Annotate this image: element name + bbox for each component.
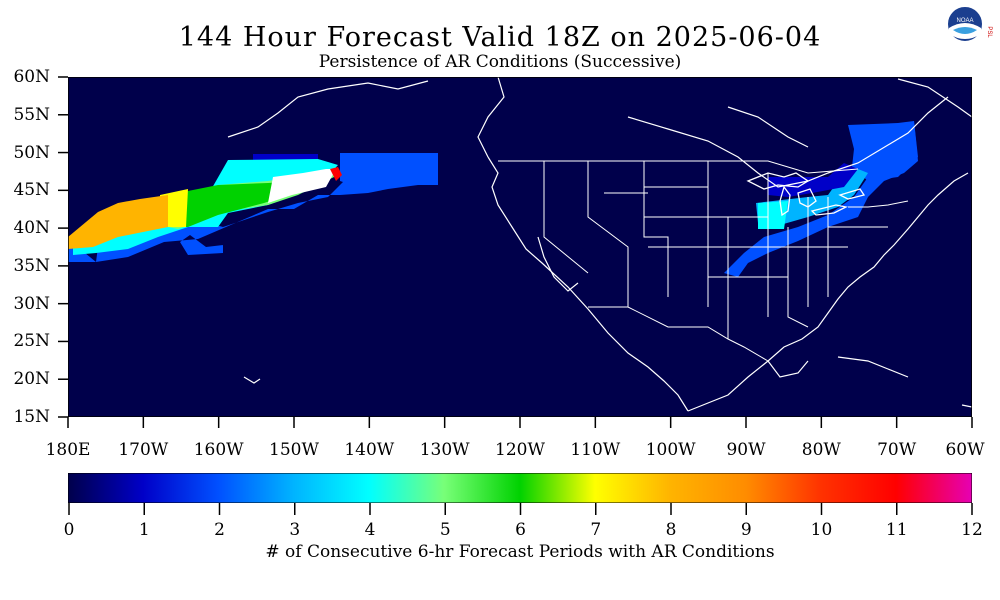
lon-label: 170W (118, 440, 169, 460)
colorbar-ticks (68, 503, 973, 515)
logo-text: NOAA (956, 18, 973, 24)
lon-label: 60W (945, 440, 985, 460)
lon-label: 150W (269, 440, 319, 460)
lon-label: 140W (344, 440, 395, 460)
colorbar-label: # of Consecutive 6-hr Forecast Periods w… (265, 542, 775, 562)
map-ticks (58, 76, 973, 428)
ar-persistence-map (68, 77, 972, 417)
lat-label: 20N (13, 369, 50, 390)
colorbar-tick-label: 6 (515, 520, 526, 540)
lon-label: 70W (877, 440, 917, 460)
ar-field-east (724, 121, 918, 277)
lat-label: 45N (13, 180, 50, 201)
lon-label: 80W (801, 440, 841, 460)
colorbar-tick-label: 4 (364, 520, 376, 540)
map-title: 144 Hour Forecast Valid 18Z on 2025-06-0… (178, 22, 822, 53)
lat-label: 60N (13, 67, 50, 87)
colorbar-tick-label: 3 (289, 520, 301, 540)
colorbar-tick-label: 11 (885, 520, 908, 540)
colorbar-tick-label: 1 (138, 520, 150, 540)
lon-label: 100W (645, 440, 696, 460)
colorbar-tick-label: 10 (810, 520, 833, 540)
colorbar-tick-label: 7 (590, 520, 602, 540)
logo-side-text: PSL (986, 26, 992, 38)
lat-label: 15N (13, 407, 50, 427)
noaa-logo-icon: NOAA PSL (946, 5, 992, 43)
lon-label: 120W (495, 440, 545, 460)
lon-label: 160W (193, 440, 244, 460)
lat-label: 30N (13, 293, 50, 314)
lat-label: 55N (13, 104, 50, 125)
colorbar (68, 473, 972, 503)
lon-label: 110W (570, 440, 621, 460)
colorbar-tick-label: 8 (665, 520, 677, 540)
lat-label: 25N (13, 331, 50, 352)
lat-label: 50N (13, 142, 50, 163)
lat-label: 40N (13, 218, 50, 239)
colorbar-tick-label: 2 (214, 520, 225, 540)
political-borders (498, 160, 909, 362)
great-lakes (746, 172, 866, 217)
colorbar-tick-label: 9 (740, 520, 752, 540)
lon-label: 130W (419, 440, 470, 460)
map-subtitle: Persistence of AR Conditions (Successive… (318, 52, 682, 72)
colorbar-tick-label: 12 (961, 520, 983, 540)
colorbar-tick-label: 0 (63, 520, 75, 540)
ar-field-pacific (68, 153, 438, 262)
lon-label: 90W (726, 440, 766, 460)
lon-label: 180E (45, 440, 91, 460)
lat-label: 35N (13, 255, 50, 276)
colorbar-tick-label: 5 (439, 520, 451, 540)
